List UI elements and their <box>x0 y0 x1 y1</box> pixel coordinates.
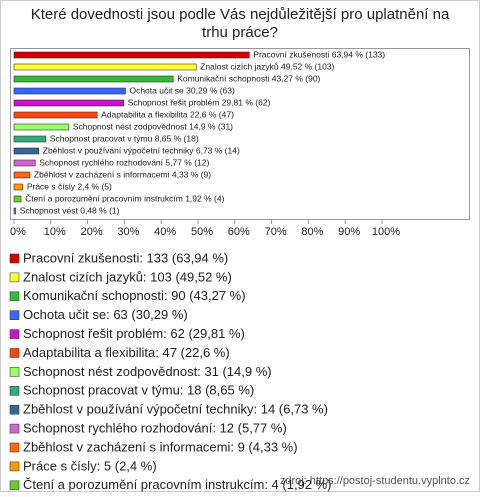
legend-label: Komunikační schopnosti: 90 (43,27 %) <box>23 288 246 303</box>
x-tick-label: 50% <box>191 226 213 238</box>
bar <box>13 63 197 71</box>
legend-swatch <box>9 404 20 415</box>
x-tick-label: 0% <box>10 226 26 238</box>
bar-label: Schopnost řešit problém 29,81 % (62) <box>128 97 271 107</box>
bar <box>13 75 174 83</box>
bar <box>13 171 31 179</box>
bar <box>13 123 70 131</box>
legend-label: Adaptabilita a flexibilita: 47 (22,6 %) <box>23 345 230 360</box>
legend-swatch <box>9 310 20 321</box>
legend-label: Čtení a porozumění pracovním instrukcím:… <box>23 477 332 492</box>
bar-label: Ochota učit se 30,29 % (63) <box>129 85 235 95</box>
legend-swatch <box>9 461 20 472</box>
bar-label: Zběhlost v používání výpočetní techniky … <box>43 145 240 155</box>
bar-label: Znalost cizích jazyků 49,52 % (103) <box>200 61 334 71</box>
x-tick-label: 20% <box>81 226 103 238</box>
x-tick-label: 30% <box>117 226 139 238</box>
bar <box>13 87 126 95</box>
legend-label: Znalost cizích jazyků: 103 (49,52 %) <box>23 269 232 284</box>
title-box: Které dovednosti jsou podle Vás nejdůlež… <box>30 6 450 41</box>
bar <box>13 111 98 119</box>
legend-swatch <box>9 442 20 453</box>
legend-label: Práce s čísly: 5 (2,4 %) <box>23 458 157 473</box>
bar <box>13 183 24 191</box>
bar <box>13 51 250 59</box>
bar-label: Zběhlost v zacházení s informacemi 4,33 … <box>34 169 211 179</box>
legend-label: Ochota učit se: 63 (30,29 %) <box>23 307 188 322</box>
bar-label: Čtení a porozumění pracovním instrukcím … <box>25 193 225 203</box>
bar-label: Schopnost nést zodpovědnost 14,9 % (31) <box>73 121 233 131</box>
bar <box>13 147 40 155</box>
bar-label: Schopnost vést 0,48 % (1) <box>20 205 120 215</box>
legend-swatch <box>9 423 20 434</box>
legend-swatch <box>9 348 20 358</box>
source: zdroj: https://postoj-studentu.vyplnto.c… <box>280 475 470 487</box>
legend-swatch <box>9 272 20 283</box>
bar-label: Schopnost pracovat v týmu 8,65 % (18) <box>50 133 199 143</box>
legend-label: Schopnost rychlého rozhodování: 12 (5,77… <box>23 421 287 436</box>
x-tick-label: 100% <box>372 226 400 238</box>
legend-swatch <box>9 329 20 339</box>
legend-swatch <box>9 367 20 377</box>
x-tick-label: 90% <box>338 226 360 238</box>
bar-label: Adaptabilita a flexibilita 22,6 % (47) <box>101 109 234 119</box>
legend-label: Zběhlost v zacházení s informacemi: 9 (4… <box>23 439 298 454</box>
bar-label: Schopnost rychlého rozhodování 5,77 % (1… <box>39 157 209 167</box>
legend-swatch <box>9 253 20 264</box>
bar <box>13 207 17 215</box>
x-tick-label: 80% <box>301 226 323 238</box>
legend-label: Schopnost nést zodpovědnost: 31 (14,9 %) <box>23 364 272 379</box>
bar <box>13 159 36 167</box>
legend-label: Schopnost řešit problém: 62 (29,81 %) <box>23 326 245 341</box>
bar-label: Práce s čísly 2,4 % (5) <box>27 181 112 191</box>
legend-swatch <box>9 385 20 396</box>
legend-label: Pracovní zkušenosti: 133 (63,94 %) <box>23 250 228 265</box>
bar <box>13 195 22 203</box>
x-tick-label: 60% <box>228 226 250 238</box>
legend-swatch <box>9 291 20 302</box>
bar <box>13 135 47 143</box>
legend-swatch <box>9 480 20 491</box>
chart-title: Které dovednosti jsou podle Vás nejdůlež… <box>30 6 450 41</box>
bar <box>13 99 125 107</box>
bar-label: Komunikační schopnosti 43,27 % (90) <box>177 73 320 83</box>
legend-label: Zběhlost v používání výpočetní techniky:… <box>23 402 328 417</box>
x-tick-label: 40% <box>154 226 176 238</box>
legend-label: Schopnost pracovat v týmu: 18 (8,65 %) <box>23 383 254 398</box>
bar-label: Pracovní zkušenosti 63,94 % (133) <box>253 49 385 59</box>
x-tick-label: 70% <box>265 226 287 238</box>
x-tick-label: 10% <box>44 226 66 238</box>
